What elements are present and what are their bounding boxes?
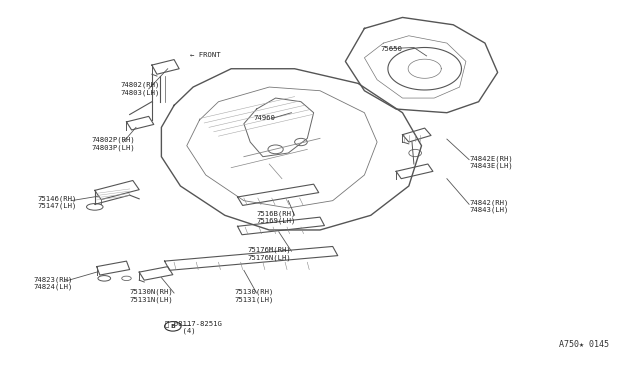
- Text: 74823(RH)
74824(LH): 74823(RH) 74824(LH): [33, 276, 72, 290]
- Text: 74802(RH)
74803(LH): 74802(RH) 74803(LH): [120, 82, 159, 96]
- Text: Ⓑ 08117-8251G
    (4): Ⓑ 08117-8251G (4): [164, 320, 221, 334]
- Text: 74802P(RH)
74803P(LH): 74802P(RH) 74803P(LH): [92, 137, 135, 151]
- Text: 75130(RH)
75131(LH): 75130(RH) 75131(LH): [234, 289, 274, 303]
- Text: 75146(RH)
75147(LH): 75146(RH) 75147(LH): [38, 196, 77, 209]
- Text: 75650: 75650: [380, 46, 402, 52]
- Text: 74960: 74960: [253, 115, 275, 121]
- Text: 75130N(RH)
75131N(LH): 75130N(RH) 75131N(LH): [130, 289, 173, 303]
- Text: 74842E(RH)
74843E(LH): 74842E(RH) 74843E(LH): [469, 155, 513, 169]
- Text: A750★ 0145: A750★ 0145: [559, 340, 609, 349]
- Text: 74842(RH)
74843(LH): 74842(RH) 74843(LH): [469, 199, 508, 213]
- Text: B: B: [170, 324, 175, 329]
- Text: 75176M(RH)
75176N(LH): 75176M(RH) 75176N(LH): [247, 247, 291, 261]
- Text: ← FRONT: ← FRONT: [190, 52, 221, 58]
- Text: 7516B(RH)
75169(LH): 7516B(RH) 75169(LH): [257, 210, 296, 224]
